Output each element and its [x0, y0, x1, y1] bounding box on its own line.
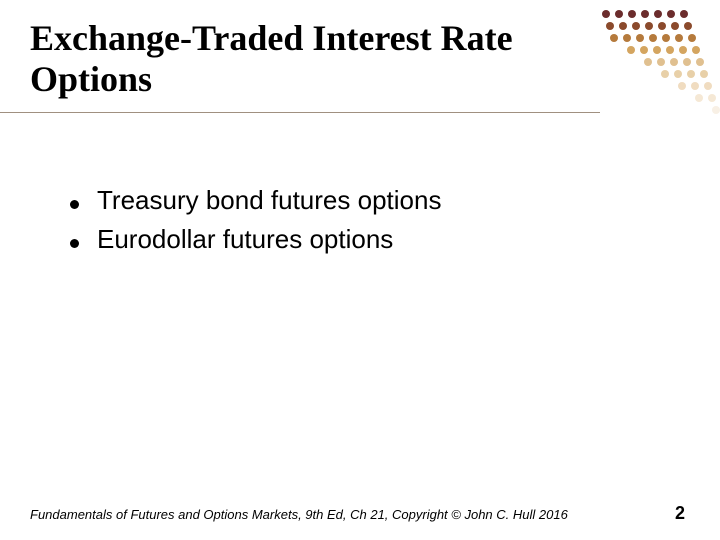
content-area: Treasury bond futures options Eurodollar…: [70, 185, 680, 263]
dot-icon: [636, 34, 644, 42]
dot-icon: [658, 22, 666, 30]
decorative-dots: [582, 8, 702, 128]
title-underline: [0, 112, 600, 113]
dot-icon: [684, 22, 692, 30]
dot-icon: [675, 34, 683, 42]
dot-icon: [696, 58, 704, 66]
dot-icon: [657, 58, 665, 66]
dot-icon: [679, 46, 687, 54]
dot-icon: [662, 34, 670, 42]
bullet-text: Eurodollar futures options: [97, 224, 393, 255]
dot-icon: [628, 10, 636, 18]
dot-icon: [619, 22, 627, 30]
footer-citation: Fundamentals of Futures and Options Mark…: [30, 507, 568, 522]
dot-icon: [644, 58, 652, 66]
slide-title: Exchange-Traded Interest Rate Options: [30, 18, 570, 101]
dot-icon: [610, 34, 618, 42]
dot-icon: [700, 70, 708, 78]
bullet-text: Treasury bond futures options: [97, 185, 441, 216]
dot-icon: [704, 82, 712, 90]
list-item: Eurodollar futures options: [70, 224, 680, 255]
dot-icon: [670, 58, 678, 66]
dot-icon: [671, 22, 679, 30]
dot-icon: [641, 10, 649, 18]
dot-icon: [674, 70, 682, 78]
slide: Exchange-Traded Interest Rate Options Tr…: [0, 0, 720, 540]
dot-icon: [615, 10, 623, 18]
bullet-icon: [70, 200, 79, 209]
dot-icon: [708, 94, 716, 102]
dot-icon: [678, 82, 686, 90]
list-item: Treasury bond futures options: [70, 185, 680, 216]
dot-icon: [654, 10, 662, 18]
dot-icon: [649, 34, 657, 42]
dot-icon: [667, 10, 675, 18]
dot-icon: [661, 70, 669, 78]
dot-icon: [688, 34, 696, 42]
bullet-icon: [70, 239, 79, 248]
dot-icon: [687, 70, 695, 78]
dot-icon: [623, 34, 631, 42]
dot-icon: [606, 22, 614, 30]
dot-icon: [645, 22, 653, 30]
dot-icon: [632, 22, 640, 30]
dot-icon: [712, 106, 720, 114]
dot-icon: [627, 46, 635, 54]
dot-icon: [680, 10, 688, 18]
dot-icon: [640, 46, 648, 54]
page-number: 2: [675, 503, 685, 524]
dot-icon: [653, 46, 661, 54]
dot-icon: [683, 58, 691, 66]
dot-icon: [666, 46, 674, 54]
dot-icon: [695, 94, 703, 102]
dot-icon: [691, 82, 699, 90]
dot-icon: [602, 10, 610, 18]
dot-icon: [692, 46, 700, 54]
